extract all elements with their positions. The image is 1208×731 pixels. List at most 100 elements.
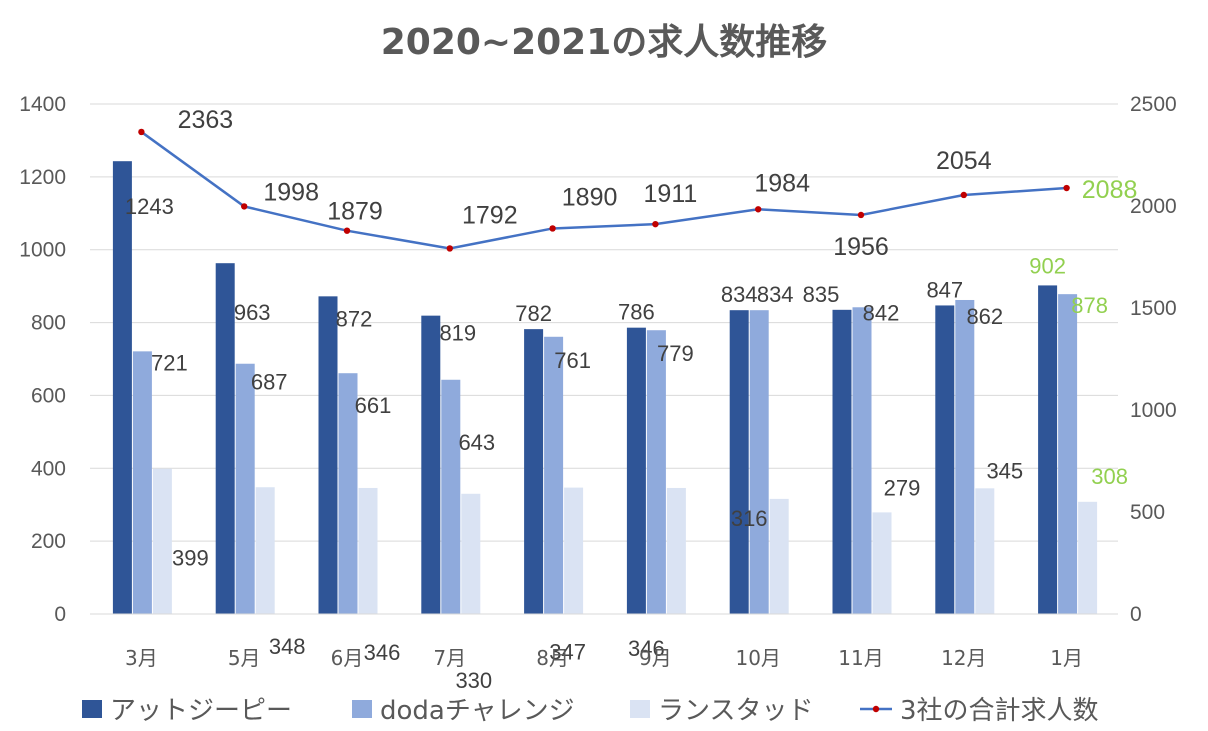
bar bbox=[421, 315, 441, 614]
bar-value-label: 346 bbox=[364, 640, 401, 665]
bar bbox=[872, 512, 892, 614]
line-marker bbox=[1063, 184, 1070, 192]
bar-value-label: 1243 bbox=[125, 194, 174, 219]
bar bbox=[318, 296, 338, 614]
right-axis: 0 500 1000 1500 2000 2500 bbox=[1130, 93, 1177, 626]
bar bbox=[441, 379, 461, 614]
category-label: 8月 bbox=[536, 646, 569, 670]
total-value-label: 1998 bbox=[263, 178, 319, 206]
category-label: 7月 bbox=[433, 646, 466, 670]
category-label: 5月 bbox=[228, 646, 261, 670]
bar bbox=[255, 487, 275, 614]
line-marker bbox=[138, 128, 145, 136]
total-value-label: 1956 bbox=[833, 233, 889, 261]
bar-value-label: 348 bbox=[269, 634, 306, 659]
bar-value-label: 761 bbox=[554, 348, 591, 373]
category-label: 9月 bbox=[639, 646, 672, 670]
bar bbox=[524, 329, 544, 614]
bar-value-label: 779 bbox=[657, 341, 694, 366]
bar-value-label: 399 bbox=[172, 546, 209, 571]
legend-label: アットジーピー bbox=[110, 696, 292, 726]
legend-label: dodaチャレンジ bbox=[380, 696, 575, 726]
bar bbox=[112, 161, 132, 614]
legend-swatch bbox=[82, 700, 102, 718]
bar-value-label: 661 bbox=[355, 393, 392, 418]
total-value-label: 1984 bbox=[754, 169, 810, 197]
category-label: 12月 bbox=[941, 646, 986, 670]
bar-value-label: 872 bbox=[336, 306, 373, 331]
left-tick-label: 1200 bbox=[19, 166, 66, 189]
bar-value-label: 316 bbox=[731, 506, 768, 531]
bar bbox=[132, 351, 152, 614]
line-marker bbox=[446, 245, 453, 252]
left-tick-label: 0 bbox=[54, 603, 66, 626]
total-value-label: 2088 bbox=[1082, 176, 1138, 204]
bar bbox=[955, 299, 975, 614]
line-marker bbox=[343, 227, 351, 234]
total-line bbox=[138, 128, 1070, 252]
bar-value-label: 346 bbox=[628, 636, 665, 661]
bar-value-label: 835 bbox=[803, 282, 840, 307]
bar bbox=[1038, 285, 1058, 614]
bar-value-label: 345 bbox=[986, 458, 1023, 483]
bar bbox=[235, 363, 255, 614]
data-labels: 1243 721 399 2363 963 687 348 1998 872 661 346 1879… bbox=[125, 106, 1137, 693]
bar bbox=[852, 307, 872, 614]
bar bbox=[749, 310, 769, 614]
bar-value-label: 782 bbox=[515, 301, 552, 326]
bar-value-label: 847 bbox=[926, 277, 963, 302]
bar-value-label: 279 bbox=[884, 475, 921, 500]
bar bbox=[666, 487, 686, 614]
line-marker bbox=[241, 203, 248, 210]
left-tick-label: 400 bbox=[31, 457, 66, 480]
bar bbox=[769, 498, 789, 614]
bar bbox=[729, 310, 749, 614]
bars bbox=[112, 161, 1098, 614]
bar-value-label: 308 bbox=[1091, 464, 1128, 489]
left-tick-label: 800 bbox=[31, 312, 66, 335]
bar bbox=[1058, 294, 1078, 614]
total-value-label: 2054 bbox=[936, 147, 992, 175]
bar bbox=[544, 336, 564, 614]
bar-value-label: 721 bbox=[151, 350, 188, 375]
chart-title: 2020~2021の求人数推移 bbox=[381, 22, 828, 63]
bar-value-label: 902 bbox=[1029, 253, 1066, 278]
left-tick-label: 1400 bbox=[19, 93, 66, 116]
right-tick-label: 2000 bbox=[1130, 195, 1177, 218]
bar bbox=[646, 330, 666, 614]
bar bbox=[626, 327, 646, 614]
category-axis: 3月 5月 6月 7月 8月 9月 10月 11月 12月 1月 bbox=[90, 613, 1118, 670]
bar-value-label: 834 bbox=[757, 282, 794, 307]
bar-value-label: 786 bbox=[618, 300, 655, 325]
bar-value-label: 330 bbox=[455, 668, 492, 693]
category-label: 3月 bbox=[125, 646, 158, 670]
right-tick-label: 2500 bbox=[1130, 93, 1177, 116]
line-marker bbox=[857, 211, 865, 219]
line-marker bbox=[960, 191, 967, 199]
total-value-label: 1879 bbox=[327, 198, 383, 226]
total-value-label: 1792 bbox=[462, 201, 518, 229]
legend: アットジーピー dodaチャレンジ ランスタッド 3社の合計求人数 bbox=[82, 696, 1099, 726]
total-value-label: 1911 bbox=[644, 180, 698, 208]
legend-swatch bbox=[352, 700, 372, 718]
bar-value-label: 819 bbox=[439, 321, 476, 346]
category-label: 10月 bbox=[735, 646, 780, 670]
bar-value-label: 643 bbox=[458, 430, 495, 455]
bar bbox=[358, 487, 378, 614]
bar bbox=[975, 488, 995, 614]
bar bbox=[1078, 501, 1098, 614]
bar bbox=[832, 309, 852, 614]
legend-swatch bbox=[630, 700, 650, 718]
legend-label: 3社の合計求人数 bbox=[900, 696, 1099, 726]
right-tick-label: 500 bbox=[1130, 501, 1165, 524]
line-marker bbox=[549, 225, 556, 232]
left-tick-label: 200 bbox=[31, 530, 66, 553]
total-value-label: 1890 bbox=[562, 183, 618, 211]
bar-value-label: 687 bbox=[251, 370, 288, 395]
bar-value-label: 842 bbox=[863, 300, 900, 325]
bar bbox=[564, 487, 584, 614]
left-tick-label: 600 bbox=[31, 384, 66, 407]
category-label: 6月 bbox=[331, 646, 364, 670]
bar-value-label: 963 bbox=[234, 300, 271, 325]
legend-marker bbox=[872, 705, 880, 713]
